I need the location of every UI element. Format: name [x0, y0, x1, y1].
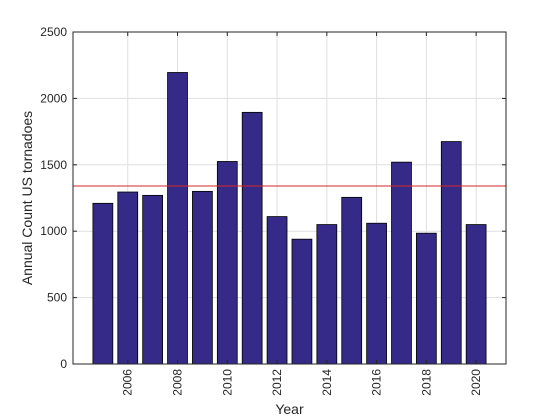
bars — [92, 72, 487, 365]
bar-2019 — [440, 141, 462, 365]
bar-2012 — [266, 216, 288, 365]
y-tick-label: 500 — [47, 291, 67, 305]
bar-2017 — [391, 161, 412, 365]
ticks: 0 500 1000 1500 2000 2500 2006 2008 2010 2012 2014… — [40, 25, 506, 396]
bar-2005 — [92, 202, 114, 365]
bar-2014 — [316, 224, 338, 365]
bar-2006 — [117, 191, 139, 365]
bar-2008 — [167, 72, 188, 365]
x-tick-label: 2018 — [419, 369, 433, 396]
y-tick-label: 0 — [60, 357, 67, 371]
x-tick-label: 2016 — [370, 369, 384, 396]
x-tick-label: 2014 — [320, 369, 334, 396]
x-tick-label: 2010 — [220, 369, 234, 396]
x-tick-label: 2008 — [171, 369, 185, 396]
bar-2018 — [416, 232, 437, 365]
x-tick-label: 2020 — [469, 369, 483, 396]
x-tick-label: 2012 — [270, 369, 284, 396]
bar-2016 — [366, 222, 387, 365]
y-tick-label: 1000 — [40, 224, 67, 238]
plot-frame — [72, 31, 507, 365]
bar-2015 — [341, 196, 363, 365]
bar-2007 — [142, 194, 163, 365]
x-axis-title: Year — [275, 401, 304, 417]
bar-2010 — [216, 161, 238, 365]
y-axis-title: Annual Count US tornadoes — [19, 111, 35, 285]
bar-2011 — [241, 111, 263, 365]
y-tick-label: 2500 — [40, 25, 67, 39]
bar-2009 — [192, 190, 213, 365]
bar-2013 — [291, 238, 313, 365]
bar-2020 — [465, 224, 487, 365]
y-tick-label: 1500 — [40, 158, 67, 172]
y-tick-label: 2000 — [40, 91, 67, 105]
x-tick-label: 2006 — [121, 369, 135, 396]
